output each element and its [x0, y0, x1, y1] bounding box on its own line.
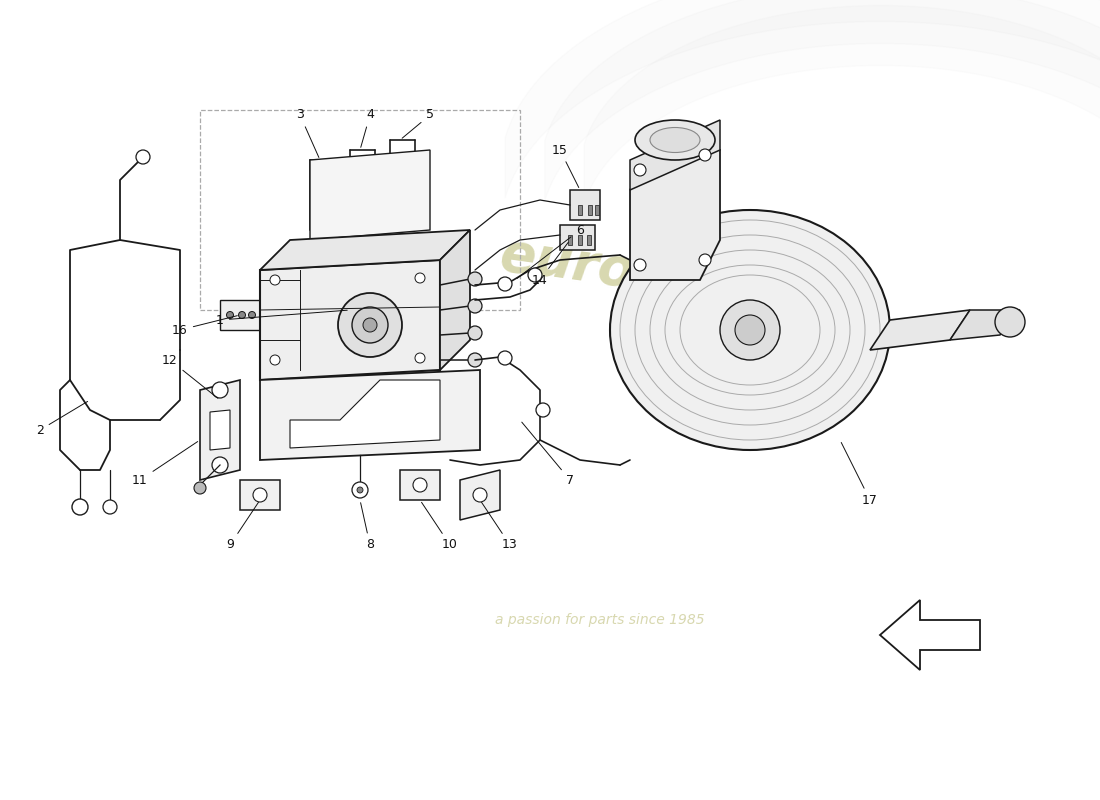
Text: 17: 17: [842, 442, 878, 506]
Circle shape: [363, 318, 377, 332]
Circle shape: [239, 311, 245, 318]
Circle shape: [415, 353, 425, 363]
Circle shape: [468, 326, 482, 340]
Bar: [568, 235, 572, 245]
Text: 5: 5: [403, 109, 434, 138]
Text: europaparts: europaparts: [496, 229, 865, 331]
Circle shape: [270, 355, 280, 365]
Circle shape: [498, 351, 512, 365]
Text: 2: 2: [36, 402, 88, 437]
Circle shape: [358, 165, 367, 175]
Circle shape: [634, 164, 646, 176]
Circle shape: [72, 499, 88, 515]
Circle shape: [528, 268, 542, 282]
Polygon shape: [220, 300, 260, 330]
Circle shape: [194, 482, 206, 494]
Ellipse shape: [635, 120, 715, 160]
Circle shape: [634, 259, 646, 271]
Text: a passion for parts since 1985: a passion for parts since 1985: [495, 613, 705, 627]
Text: 11: 11: [132, 442, 198, 486]
Polygon shape: [210, 410, 230, 450]
Bar: [578, 205, 582, 215]
Circle shape: [735, 315, 764, 345]
Circle shape: [103, 500, 117, 514]
Polygon shape: [630, 150, 720, 280]
Circle shape: [415, 273, 425, 283]
Text: 7: 7: [521, 422, 574, 486]
Circle shape: [249, 311, 255, 318]
Bar: [595, 205, 600, 215]
Circle shape: [468, 272, 482, 286]
Polygon shape: [570, 190, 600, 220]
Polygon shape: [260, 370, 480, 460]
Text: 1: 1: [216, 310, 348, 326]
Polygon shape: [460, 470, 500, 520]
Text: 10: 10: [421, 502, 458, 551]
Text: 14: 14: [532, 242, 569, 286]
Text: 8: 8: [361, 502, 374, 551]
Circle shape: [338, 293, 402, 357]
Bar: [578, 235, 582, 245]
Circle shape: [397, 195, 407, 205]
Polygon shape: [560, 225, 595, 250]
Polygon shape: [630, 120, 720, 190]
Polygon shape: [400, 470, 440, 500]
Ellipse shape: [610, 210, 890, 450]
Text: 12: 12: [162, 354, 218, 398]
Circle shape: [498, 277, 512, 291]
Text: 9: 9: [227, 502, 258, 551]
Polygon shape: [260, 260, 440, 380]
Polygon shape: [880, 600, 980, 670]
Polygon shape: [290, 380, 440, 448]
Circle shape: [698, 149, 711, 161]
Circle shape: [212, 382, 228, 398]
Circle shape: [352, 307, 388, 343]
Bar: [587, 235, 591, 245]
Polygon shape: [260, 230, 470, 270]
Polygon shape: [240, 480, 280, 510]
Circle shape: [227, 311, 233, 318]
Circle shape: [698, 254, 711, 266]
Polygon shape: [870, 310, 970, 350]
Polygon shape: [200, 380, 240, 480]
Circle shape: [253, 488, 267, 502]
Circle shape: [720, 300, 780, 360]
Text: 3: 3: [296, 109, 319, 158]
Circle shape: [412, 478, 427, 492]
Circle shape: [318, 215, 328, 225]
Polygon shape: [440, 230, 470, 370]
Polygon shape: [310, 150, 430, 240]
Circle shape: [397, 155, 407, 165]
Circle shape: [468, 299, 482, 313]
Circle shape: [536, 403, 550, 417]
Text: 16: 16: [172, 316, 238, 337]
Circle shape: [352, 482, 368, 498]
Circle shape: [136, 150, 150, 164]
Text: 6: 6: [517, 223, 584, 278]
Ellipse shape: [650, 127, 700, 153]
Bar: [588, 205, 592, 215]
Circle shape: [468, 353, 482, 367]
Circle shape: [473, 488, 487, 502]
Circle shape: [996, 307, 1025, 337]
Bar: [200, 110, 520, 310]
Polygon shape: [950, 310, 1020, 340]
Text: 13: 13: [482, 502, 518, 551]
Text: 4: 4: [361, 109, 374, 147]
Circle shape: [270, 275, 280, 285]
Circle shape: [318, 175, 328, 185]
Circle shape: [358, 205, 367, 215]
Circle shape: [212, 457, 228, 473]
Text: 15: 15: [552, 143, 579, 187]
Circle shape: [358, 487, 363, 493]
